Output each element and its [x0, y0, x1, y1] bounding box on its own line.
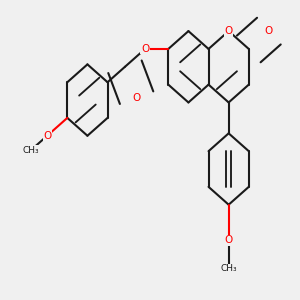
Text: O: O: [265, 26, 273, 36]
Text: O: O: [43, 131, 51, 141]
Text: O: O: [224, 236, 233, 245]
Text: CH₃: CH₃: [220, 264, 237, 273]
Text: CH₃: CH₃: [23, 146, 39, 154]
Text: O: O: [133, 93, 141, 103]
Text: O: O: [141, 44, 149, 54]
Text: O: O: [224, 26, 233, 36]
